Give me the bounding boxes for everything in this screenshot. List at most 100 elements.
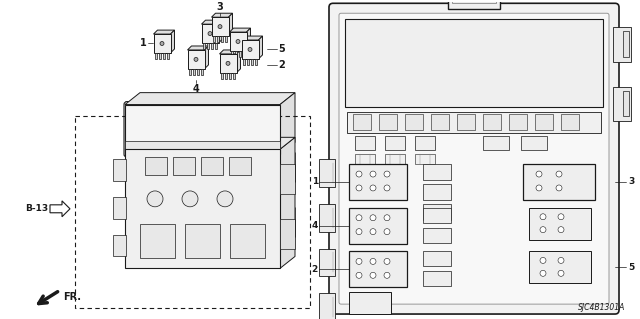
Bar [225,73,227,79]
Circle shape [540,214,546,220]
Bar [349,164,407,200]
Bar [247,59,249,65]
Bar [125,149,280,268]
Circle shape [194,57,198,61]
Bar [189,69,191,75]
Bar [345,19,603,107]
Bar [483,136,509,150]
Circle shape [558,227,564,233]
Bar [613,87,631,122]
Text: FR.: FR. [63,292,81,302]
Bar [379,115,397,130]
Bar [423,204,451,220]
Bar [145,157,167,175]
Circle shape [558,271,564,276]
Bar [319,249,335,276]
Bar [349,292,391,314]
Circle shape [226,61,230,65]
Circle shape [182,191,198,207]
Bar [521,136,547,150]
Circle shape [370,215,376,221]
Polygon shape [246,28,250,51]
Bar [225,36,227,42]
Bar [423,164,451,180]
Bar [448,0,500,9]
Bar [75,116,310,308]
Bar [385,154,405,164]
Bar [319,159,335,187]
Bar [211,43,213,49]
Circle shape [370,272,376,278]
Text: 3: 3 [628,177,634,187]
Bar [529,251,591,283]
Polygon shape [125,93,295,105]
Bar [203,43,205,49]
Bar [623,91,629,116]
FancyBboxPatch shape [347,21,601,105]
Bar [239,51,241,57]
Circle shape [147,191,163,207]
Bar [113,234,126,256]
Bar [423,251,451,266]
Bar [230,32,246,51]
Text: 5: 5 [278,44,285,54]
Text: 4: 4 [193,84,200,94]
Bar [113,197,126,219]
Text: 1: 1 [140,38,147,48]
FancyBboxPatch shape [124,101,281,157]
Circle shape [370,258,376,264]
Bar [167,53,169,59]
Bar [202,24,218,43]
Bar [241,40,259,59]
Circle shape [356,272,362,278]
Circle shape [540,271,546,276]
Bar [255,59,257,65]
Circle shape [160,41,164,46]
Polygon shape [125,137,295,149]
Circle shape [384,171,390,177]
Circle shape [236,40,240,43]
Circle shape [536,185,542,191]
Bar [201,69,204,75]
Polygon shape [230,28,250,32]
Bar [509,115,527,130]
Bar [623,31,629,57]
Bar [233,73,236,79]
Circle shape [356,185,362,191]
Bar [349,251,407,287]
Bar [229,157,251,175]
Bar [207,43,209,49]
Text: 3: 3 [216,2,223,12]
Bar [457,115,475,130]
Bar [385,136,405,150]
Polygon shape [50,201,70,217]
Circle shape [356,171,362,177]
Bar [173,157,195,175]
Circle shape [540,257,546,263]
Polygon shape [237,50,241,73]
Polygon shape [228,13,232,36]
Bar [431,115,449,130]
Bar [353,115,371,130]
Polygon shape [205,46,209,69]
Circle shape [356,258,362,264]
Bar [185,224,220,258]
Bar [163,53,165,59]
Text: B-13: B-13 [25,204,48,213]
Circle shape [356,229,362,234]
Bar [188,50,205,69]
Text: 4: 4 [312,221,318,230]
Bar [423,184,451,200]
Bar [355,136,375,150]
Circle shape [558,214,564,220]
Bar [228,73,231,79]
Bar [523,164,595,200]
Polygon shape [241,36,262,40]
Bar [347,112,601,133]
Bar [355,154,375,164]
Circle shape [218,25,222,29]
Bar [193,69,195,75]
Bar [113,159,126,181]
Text: 1: 1 [312,177,318,187]
Bar [349,208,407,243]
